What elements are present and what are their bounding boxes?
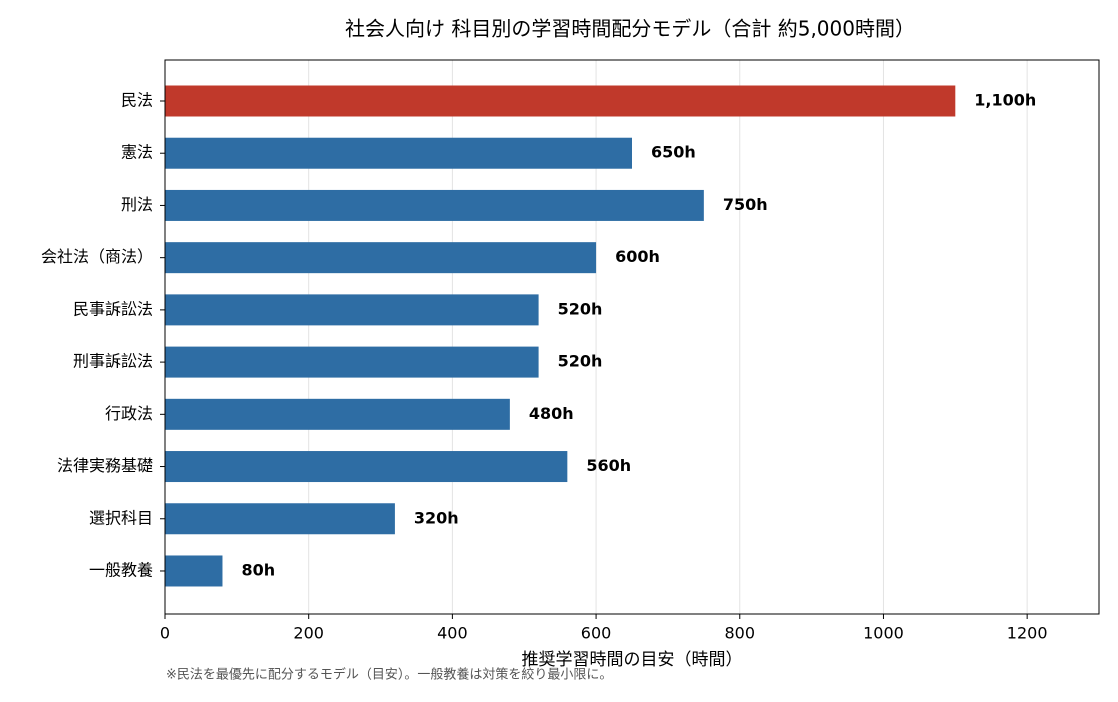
y-tick-label: 行政法 (105, 404, 153, 423)
y-tick-label: 刑法 (121, 195, 153, 214)
x-tick-label: 400 (437, 624, 468, 643)
x-tick-label: 0 (160, 624, 170, 643)
y-tick-label: 憲法 (121, 143, 153, 162)
bar (165, 451, 568, 483)
value-label: 650h (651, 143, 696, 162)
x-tick-label: 200 (293, 624, 324, 643)
value-label: 80h (241, 560, 275, 579)
y-tick-label: 刑事訴訟法 (73, 352, 153, 371)
value-label: 320h (414, 508, 459, 527)
y-tick-label: 法律実務基礎 (57, 456, 153, 475)
y-tick-label: 民事訴訟法 (73, 299, 153, 318)
x-tick-label: 1000 (863, 624, 904, 643)
y-tick-label: 民法 (121, 91, 153, 110)
chart-title: 社会人向け 科目別の学習時間配分モデル（合計 約5,000時間） (345, 17, 915, 41)
value-label: 520h (558, 299, 603, 318)
bar (165, 503, 395, 535)
bar (165, 346, 539, 378)
value-label: 600h (615, 247, 660, 266)
y-tick-label: 選択科目 (89, 508, 153, 527)
x-tick-label: 800 (724, 624, 755, 643)
footnote: ※民法を最優先に配分するモデル（目安）。一般教養は対策を絞り最小限に。 (166, 667, 612, 683)
bar (165, 85, 956, 117)
bar (165, 555, 223, 587)
bar (165, 189, 704, 221)
value-label: 480h (529, 404, 574, 423)
x-axis-label: 推奨学習時間の目安（時間） (522, 650, 743, 670)
y-tick-label: 会社法（商法） (41, 247, 153, 266)
value-label: 750h (723, 195, 768, 214)
bar (165, 137, 632, 169)
y-tick-label: 一般教養 (89, 560, 153, 579)
bar (165, 242, 597, 274)
x-tick-label: 600 (581, 624, 612, 643)
bar (165, 294, 539, 326)
value-label: 520h (558, 352, 603, 371)
value-label: 1,100h (974, 91, 1036, 110)
value-label: 560h (586, 456, 631, 475)
plot-frame (164, 59, 1100, 615)
bar (165, 398, 510, 430)
x-tick-label: 1200 (1007, 624, 1048, 643)
